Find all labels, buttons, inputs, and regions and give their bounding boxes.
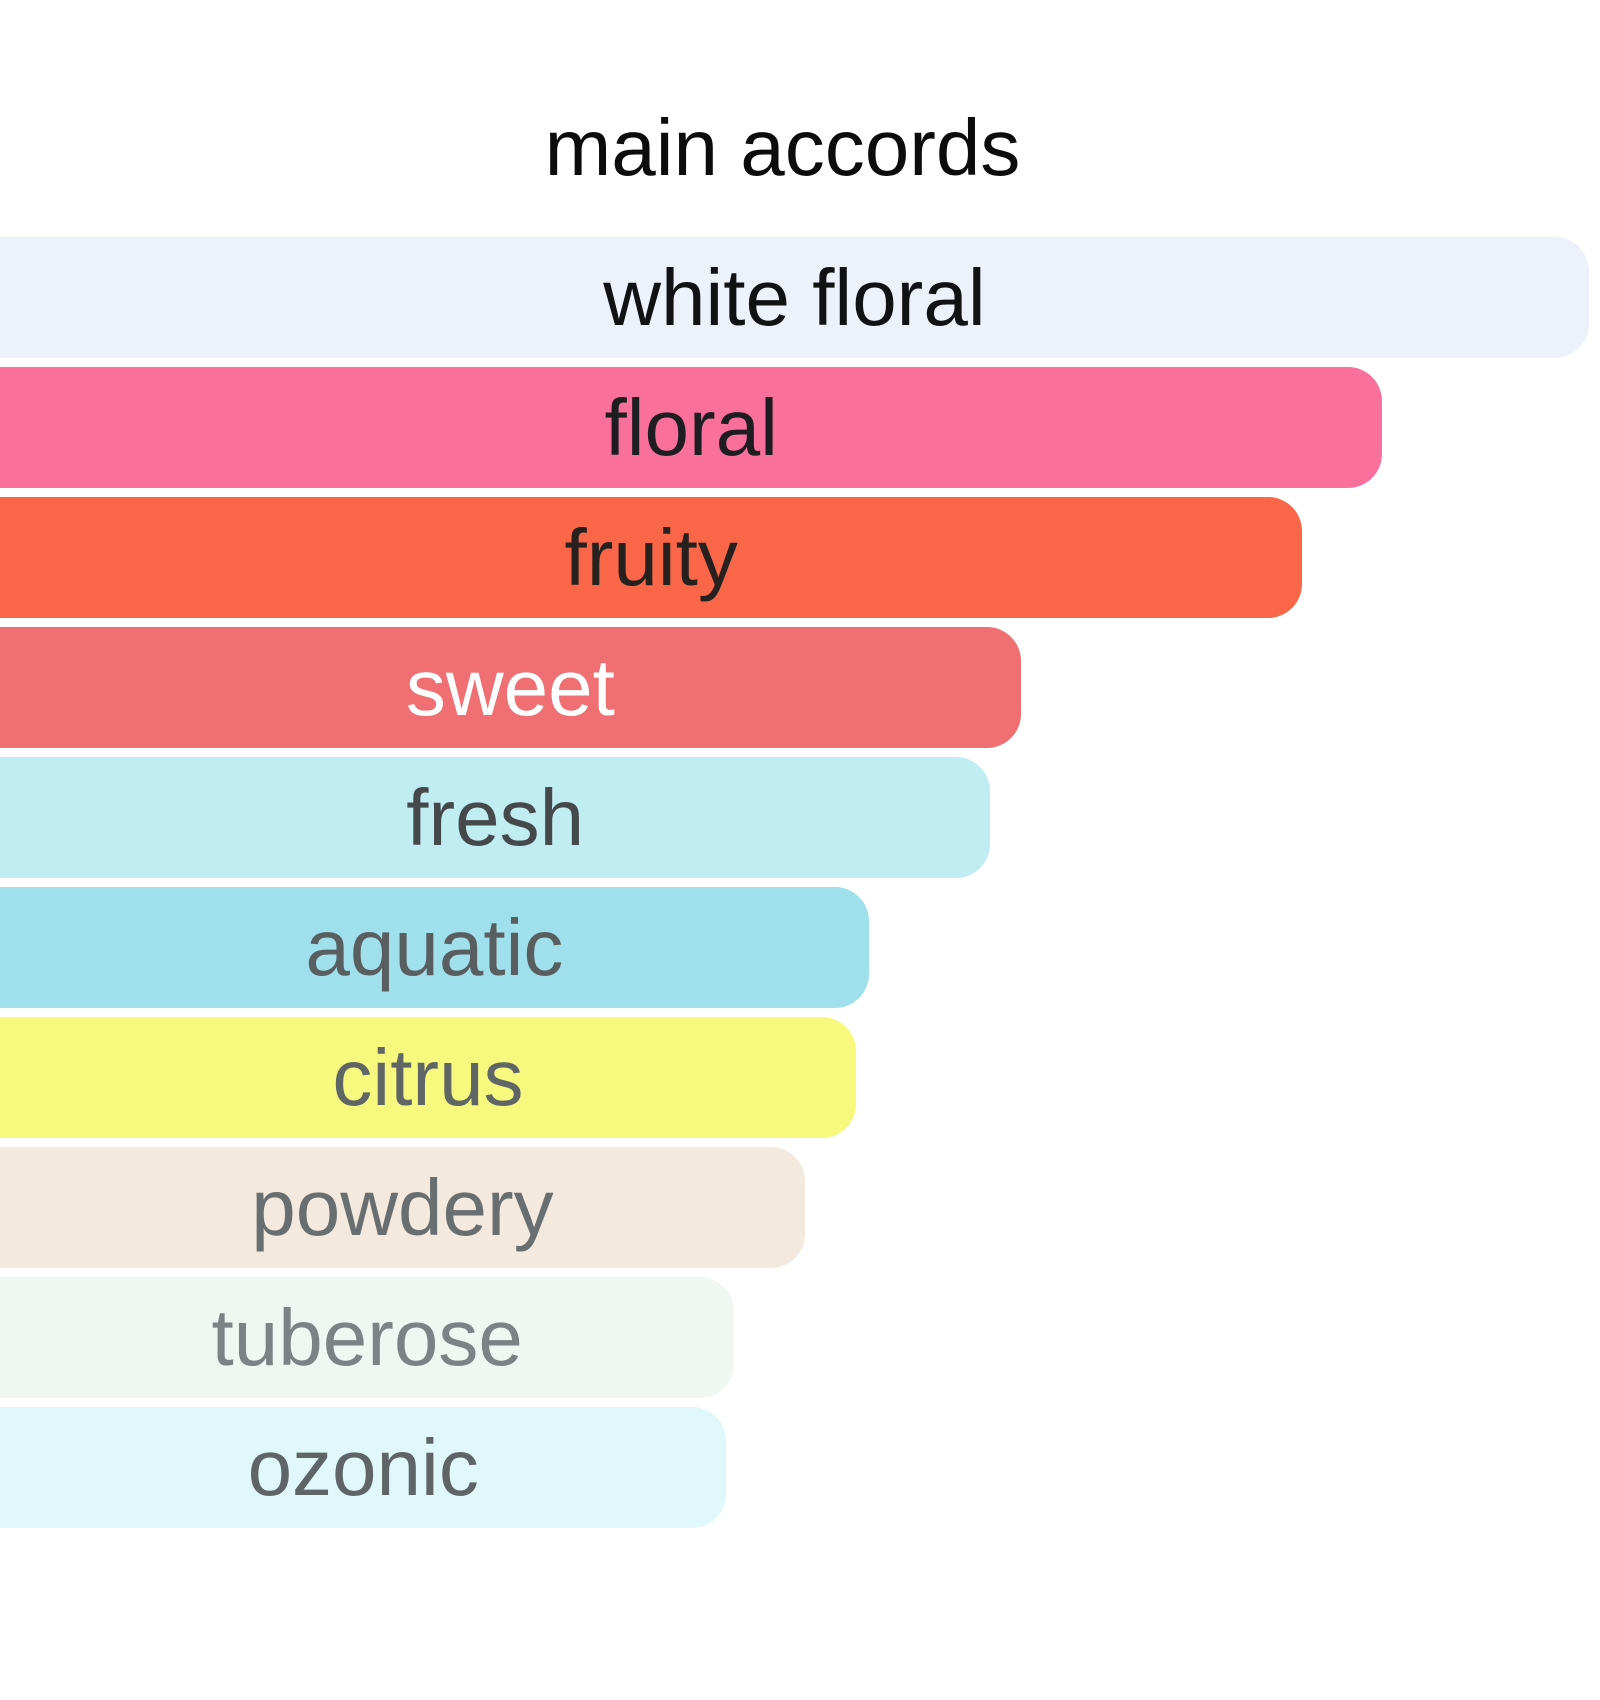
accord-bar-ozonic: ozonic: [0, 1407, 727, 1528]
accord-bar-label: fruity: [564, 512, 738, 602]
main-accords-chart: main accords white floral floral fruity swe…: [0, 100, 1600, 1528]
accord-bar-label: ozonic: [247, 1422, 479, 1512]
accord-bars: white floral floral fruity sweet fresh aquati…: [0, 237, 1600, 1528]
accord-bar-sweet: sweet: [0, 627, 1021, 748]
accord-bar-fruity: fruity: [0, 497, 1303, 618]
accord-bar-label: aquatic: [305, 902, 564, 992]
accord-bar-tuberose: tuberose: [0, 1277, 735, 1398]
accord-bar-white-floral: white floral: [0, 237, 1589, 358]
accord-bar-citrus: citrus: [0, 1017, 856, 1138]
accord-bar-label: citrus: [332, 1032, 524, 1122]
accord-bar-label: white floral: [603, 252, 986, 342]
accord-bar-label: tuberose: [211, 1292, 523, 1382]
accord-bar-fresh: fresh: [0, 757, 991, 878]
accord-bar-label: sweet: [405, 642, 615, 732]
accord-bar-powdery: powdery: [0, 1147, 805, 1268]
accord-bar-aquatic: aquatic: [0, 887, 869, 1008]
accord-bar-label: fresh: [406, 772, 585, 862]
accord-bar-label: powdery: [251, 1162, 554, 1252]
accord-bar-floral: floral: [0, 367, 1383, 488]
accord-bar-label: floral: [604, 382, 778, 472]
chart-title: main accords: [544, 103, 1021, 192]
